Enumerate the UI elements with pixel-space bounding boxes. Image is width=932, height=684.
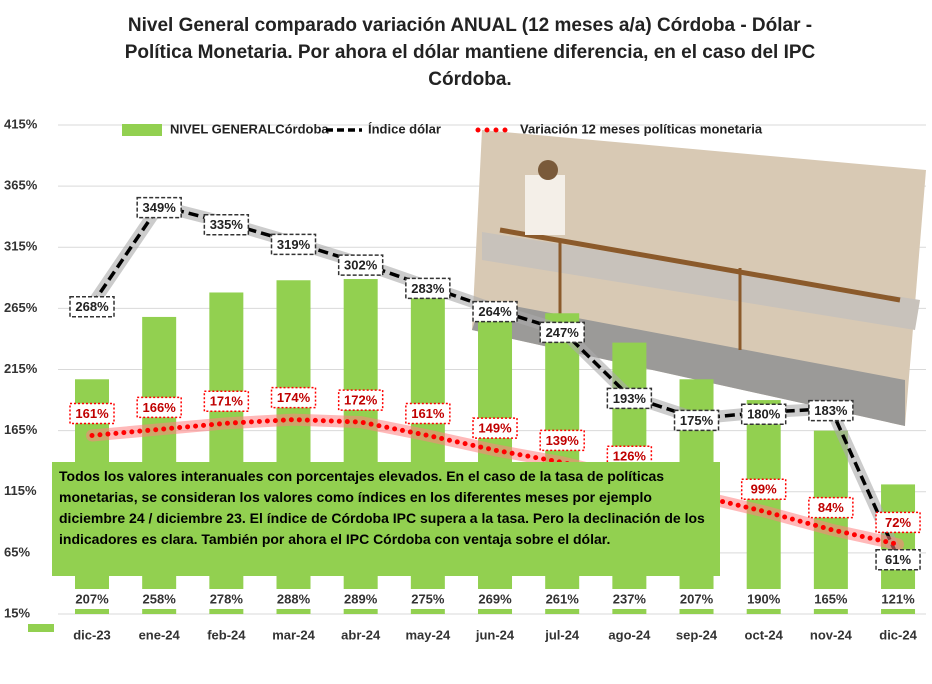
x-tick-label: jul-24 (544, 627, 580, 642)
data-label: 174% (277, 390, 311, 405)
data-label: 261% (546, 591, 580, 606)
x-tick-label: dic-23 (73, 627, 111, 642)
data-label: 166% (143, 400, 177, 415)
data-label: 180% (747, 407, 781, 422)
x-tick-label: jun-24 (475, 627, 515, 642)
data-label: 264% (478, 304, 512, 319)
data-label: 207% (680, 591, 714, 606)
annotation: Todos los valores interanuales con porce… (52, 462, 720, 576)
y-tick-label: 265% (4, 300, 38, 315)
data-label: 283% (411, 281, 445, 296)
x-tick-label: mar-24 (272, 627, 315, 642)
data-label: 175% (680, 413, 714, 428)
page: 15% 65% 115% 165% 215% 265% 315% 365% 415% dic-23… (0, 0, 932, 684)
legend-label: Variación 12 meses políticas monetaria (520, 121, 763, 136)
y-tick-label: 365% (4, 178, 38, 193)
y-tick-label: 165% (4, 422, 38, 437)
data-label: 99% (751, 482, 777, 497)
data-label: 288% (277, 591, 311, 606)
x-tick-label: dic-24 (879, 627, 917, 642)
data-label: 237% (613, 591, 647, 606)
data-label: 171% (210, 394, 244, 409)
x-tick-label: may-24 (405, 627, 451, 642)
data-label: 161% (411, 406, 445, 421)
chart: 15% 65% 115% 165% 215% 265% 315% 365% 415% dic-23… (0, 0, 932, 684)
x-tick-label: abr-24 (341, 627, 381, 642)
data-label: 247% (546, 325, 580, 340)
data-label: 289% (344, 591, 378, 606)
data-label: 268% (75, 299, 109, 314)
data-label: 335% (210, 217, 244, 232)
y-tick-label: 215% (4, 361, 38, 376)
x-tick-label: sep-24 (676, 627, 718, 642)
data-label: 302% (344, 258, 378, 273)
x-tick-label: oct-24 (745, 627, 784, 642)
y-tick-label: 115% (4, 483, 37, 498)
data-label: 183% (814, 403, 848, 418)
legend-label: NIVEL GENERALCórdoba (170, 121, 329, 136)
y-tick-label: 415% (4, 116, 38, 131)
data-label: 139% (546, 433, 580, 448)
data-label: 269% (478, 591, 512, 606)
legend-marker (122, 124, 162, 136)
legend-marker (28, 624, 54, 632)
y-tick-label: 315% (4, 239, 38, 254)
data-label: 275% (411, 591, 445, 606)
data-label: 207% (75, 591, 109, 606)
y-tick-label: 15% (4, 605, 30, 620)
data-label: 172% (344, 393, 378, 408)
data-label: 190% (747, 591, 781, 606)
data-label: 149% (478, 421, 512, 436)
data-label: 349% (143, 200, 177, 215)
data-label: 72% (885, 515, 911, 530)
x-tick-label: nov-24 (810, 627, 853, 642)
data-label: 193% (613, 391, 647, 406)
x-tick-label: ene-24 (139, 627, 181, 642)
data-label: 278% (210, 591, 244, 606)
data-label: 84% (818, 500, 844, 515)
data-label: 61% (885, 552, 911, 567)
data-label: 319% (277, 237, 311, 252)
data-label: 165% (814, 591, 848, 606)
x-tick-label: ago-24 (608, 627, 651, 642)
x-tick-label: feb-24 (207, 627, 246, 642)
legend-label: Índice dólar (368, 121, 441, 136)
chart-title: Nivel General comparado variación ANUAL … (100, 12, 840, 93)
data-label: 258% (143, 591, 177, 606)
y-tick-label: 65% (4, 544, 30, 559)
data-label: 121% (881, 591, 915, 606)
data-label: 161% (75, 406, 109, 421)
